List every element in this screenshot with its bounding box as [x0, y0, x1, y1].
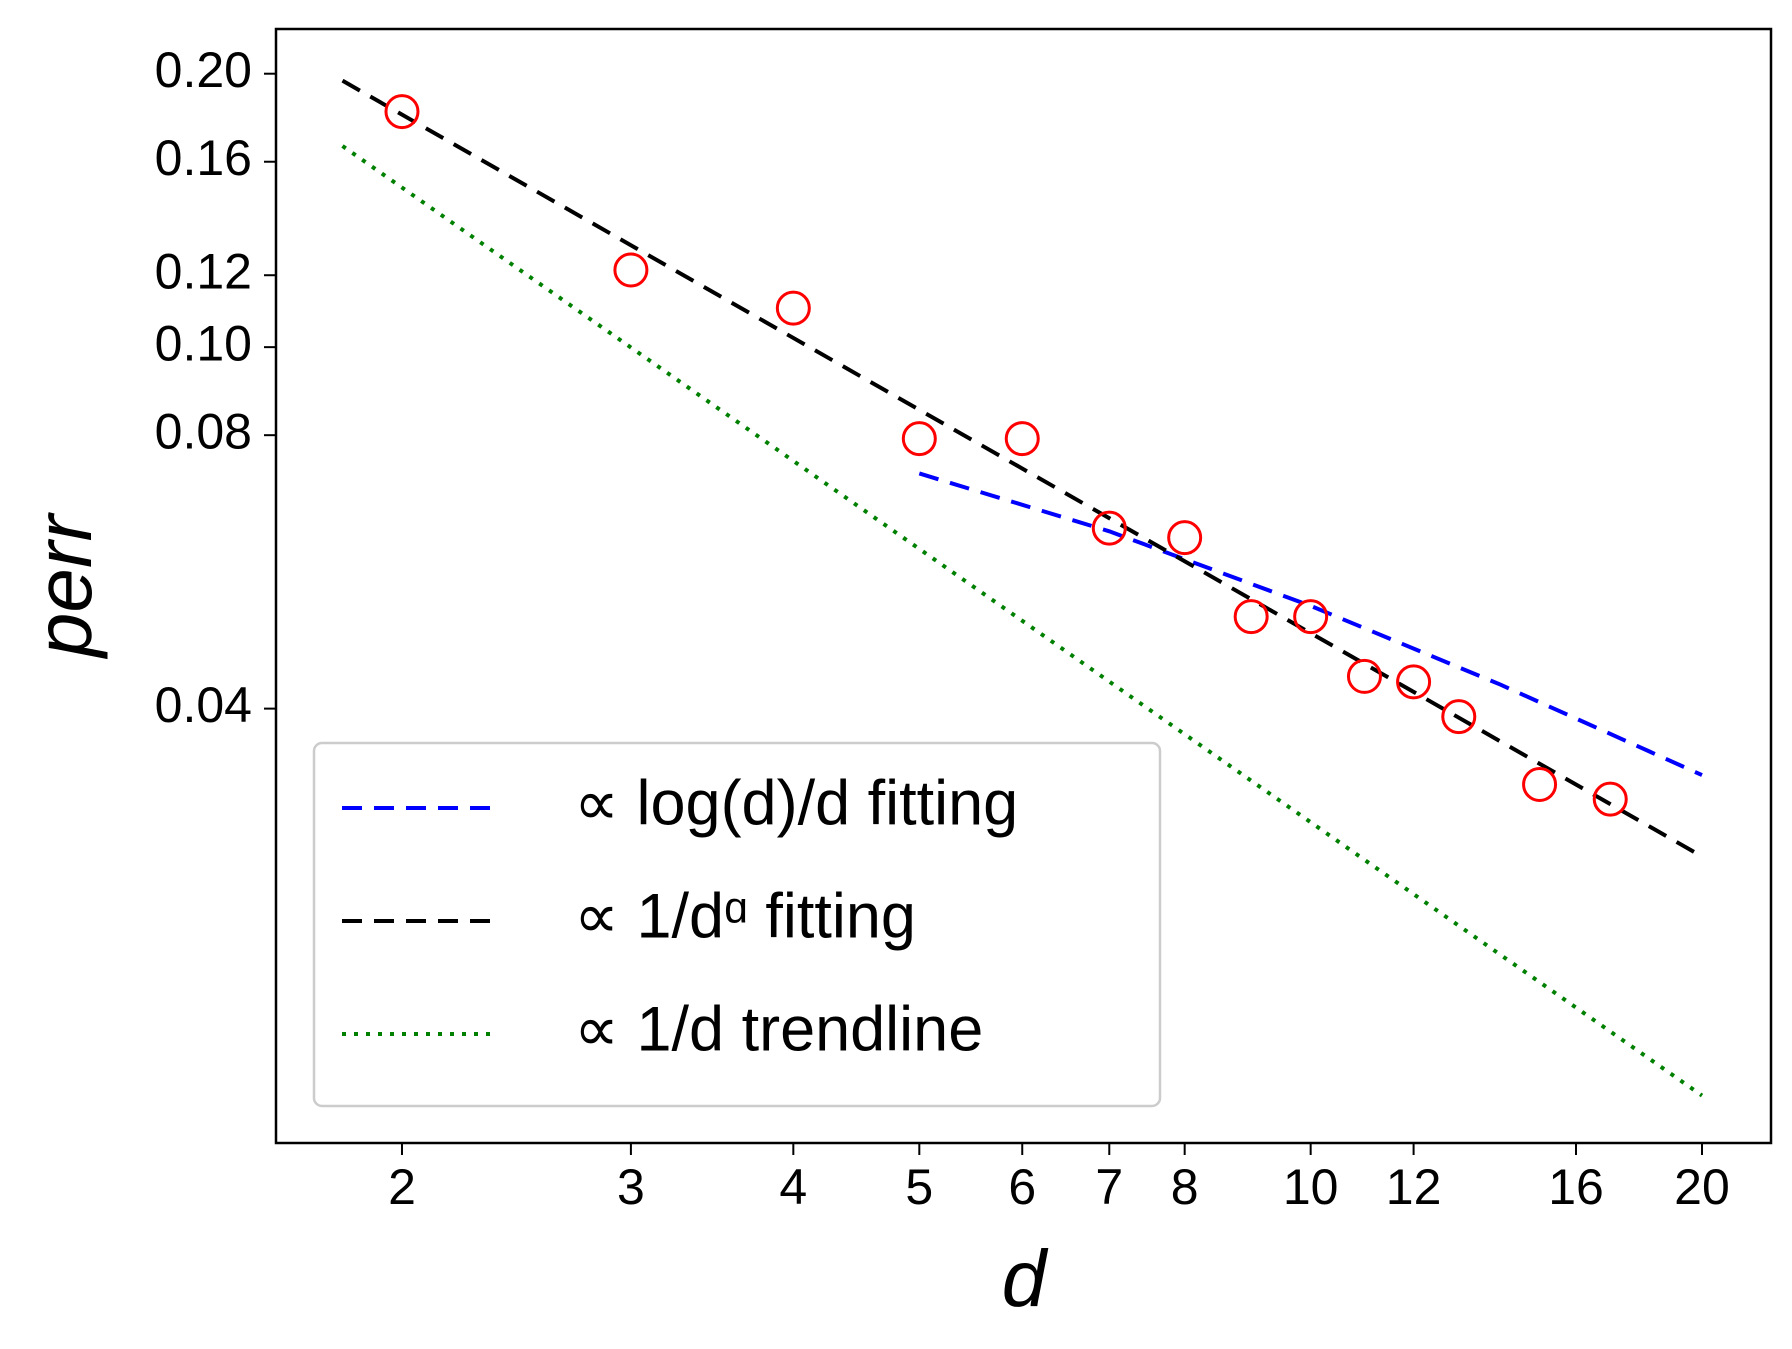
- y-tick-label: 0.08: [155, 403, 252, 459]
- data-point: [613, 252, 649, 288]
- data-point: [1346, 658, 1382, 694]
- fit-line: [918, 471, 1703, 777]
- data-point: [775, 290, 811, 326]
- y-tick-label: 0.16: [155, 130, 252, 186]
- data-point: [1441, 699, 1477, 735]
- data-point: [1592, 781, 1628, 817]
- data-point: [1293, 599, 1329, 635]
- data-point: [1091, 510, 1127, 546]
- x-tick-label: 8: [1171, 1159, 1199, 1215]
- y-tick-label: 0.04: [155, 677, 252, 733]
- data-point: [1233, 599, 1269, 635]
- x-tick-label: 7: [1095, 1159, 1123, 1215]
- legend-box: [312, 741, 1162, 1108]
- x-tick-label: 5: [905, 1159, 933, 1215]
- x-tick-label: 16: [1548, 1159, 1604, 1215]
- x-tick-label: 20: [1674, 1159, 1730, 1215]
- data-point: [1396, 664, 1432, 700]
- legend-label: ∝ log(d)/d fitting: [574, 769, 1018, 839]
- x-tick-label: 2: [388, 1159, 416, 1215]
- data-point: [384, 94, 420, 130]
- fit-line: [341, 144, 1704, 1098]
- x-axis-label: d: [1002, 1234, 1049, 1323]
- y-axis-label: perr: [19, 512, 108, 660]
- x-tick-label: 3: [617, 1159, 645, 1215]
- x-tick-label: 10: [1283, 1159, 1339, 1215]
- data-point: [1004, 421, 1040, 457]
- x-tick-label: 6: [1008, 1159, 1036, 1215]
- fit-line: [341, 78, 1703, 859]
- legend-label: ∝ 1/d trendline: [574, 995, 983, 1065]
- y-tick-label: 0.12: [155, 243, 252, 299]
- y-tick-label: 0.20: [155, 42, 252, 98]
- legend-label: ∝ 1/dᵅ fitting: [574, 882, 916, 952]
- data-point: [1522, 767, 1558, 803]
- data-point: [901, 421, 937, 457]
- y-tick-label: 0.10: [155, 315, 252, 371]
- plot-frame: [274, 27, 1773, 1145]
- data-point: [1167, 520, 1203, 556]
- x-tick-label: 12: [1386, 1159, 1442, 1215]
- x-tick-label: 4: [779, 1159, 807, 1215]
